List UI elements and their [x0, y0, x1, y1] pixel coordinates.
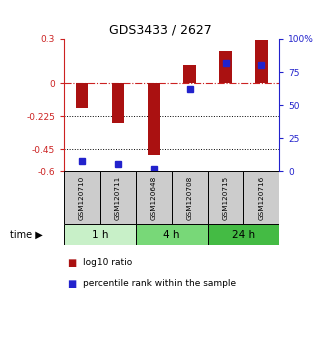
Bar — [172, 171, 208, 224]
Text: 1 h: 1 h — [92, 230, 108, 240]
Bar — [219, 51, 232, 83]
Text: GSM120708: GSM120708 — [187, 176, 193, 220]
Text: GSM120710: GSM120710 — [79, 176, 85, 220]
Bar — [243, 171, 279, 224]
Bar — [208, 171, 243, 224]
Text: GSM120715: GSM120715 — [222, 176, 229, 220]
Text: GSM120648: GSM120648 — [151, 176, 157, 220]
Bar — [100, 171, 136, 224]
Text: 24 h: 24 h — [232, 230, 255, 240]
Bar — [64, 224, 136, 245]
Text: time ▶: time ▶ — [10, 230, 42, 240]
Text: 4 h: 4 h — [163, 230, 180, 240]
Bar — [208, 224, 279, 245]
Text: log10 ratio: log10 ratio — [83, 258, 133, 267]
Text: percentile rank within the sample: percentile rank within the sample — [83, 279, 237, 289]
Bar — [136, 171, 172, 224]
Text: GDS3433 / 2627: GDS3433 / 2627 — [109, 23, 212, 36]
Bar — [148, 83, 160, 155]
Bar — [136, 224, 208, 245]
Bar — [112, 83, 124, 123]
Bar — [76, 83, 88, 108]
Bar — [183, 65, 196, 83]
Bar — [64, 171, 100, 224]
Bar — [255, 40, 268, 83]
Text: ■: ■ — [67, 258, 77, 268]
Text: GSM120716: GSM120716 — [258, 176, 265, 220]
Text: GSM120711: GSM120711 — [115, 176, 121, 220]
Text: ■: ■ — [67, 279, 77, 289]
